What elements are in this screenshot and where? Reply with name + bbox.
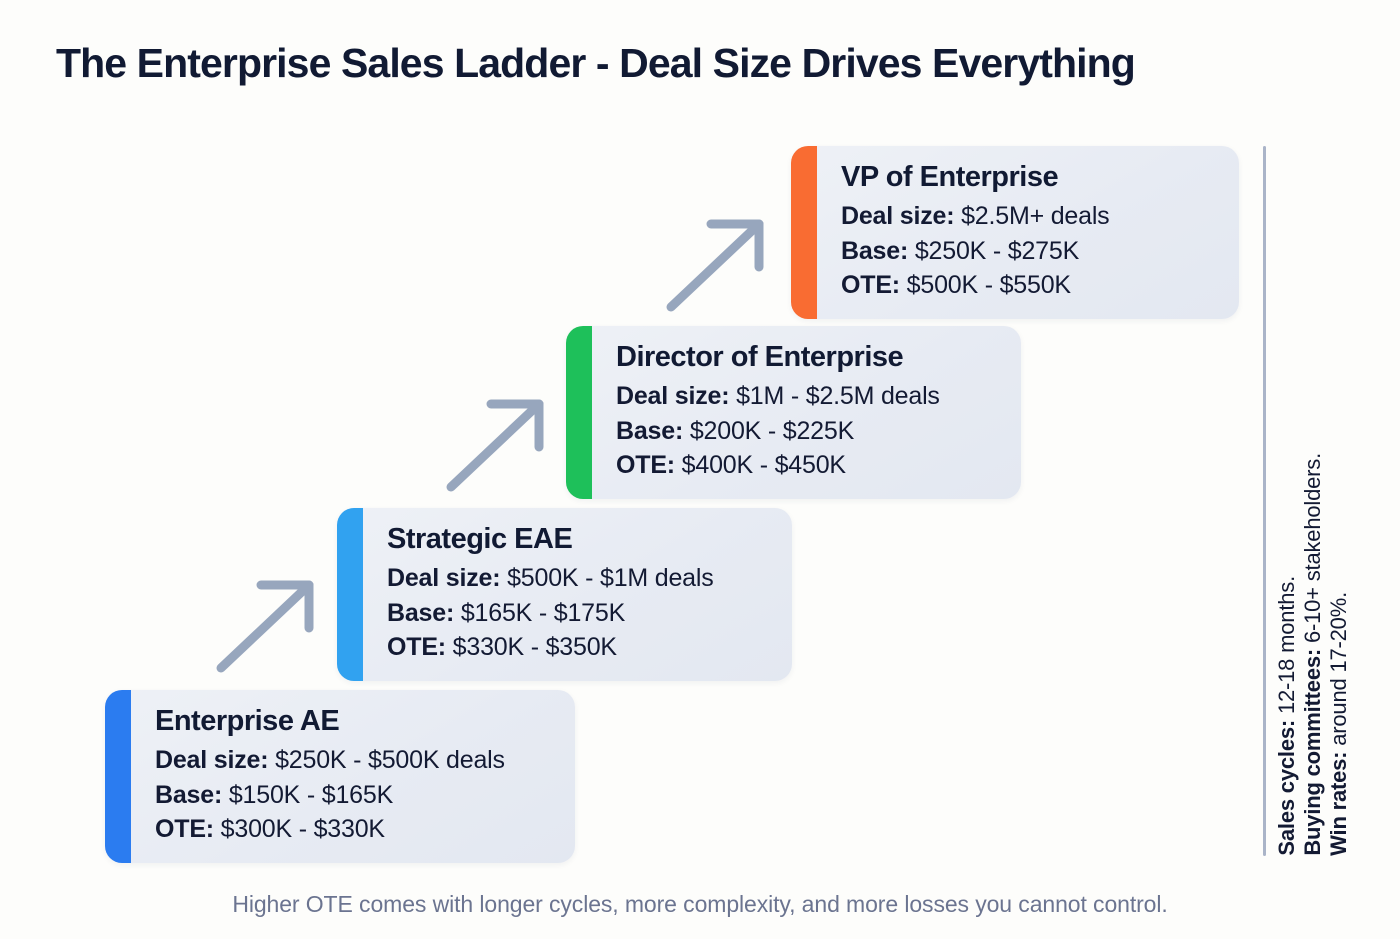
base-value: $150K - $165K [228,780,394,809]
ote-value: $400K - $450K [681,451,846,480]
ote-label: OTE: [387,633,446,662]
ote-value: $330K - $350K [452,633,617,662]
side-note-label: Buying committees: [1300,649,1325,856]
side-note-label: Sales cycles: [1274,720,1299,856]
deal-size-label: Deal size: [616,382,730,411]
arrow-eae-to-director [446,399,544,492]
base-value: $165K - $175K [460,598,626,627]
deal-size-label: Deal size: [387,564,501,593]
card-accent-bar [791,146,817,319]
side-note-label: Win rates: [1326,751,1351,856]
card-body: VP of Enterprise Deal size: $2.5M+ deals… [817,146,1239,319]
side-note-value: 12-18 months. [1274,576,1299,715]
base-label: Base: [841,236,909,265]
base-label: Base: [616,416,684,445]
ladder-card-director-of-enterprise[interactable]: Director of Enterprise Deal size: $1M - … [566,326,1021,499]
side-note-value: 6-10+ stakeholders. [1300,453,1325,644]
card-base-line: Base: $165K - $175K [387,596,770,631]
card-body: Strategic EAE Deal size: $500K - $1M dea… [363,508,792,681]
arrow-director-to-vp [666,219,764,312]
card-base-line: Base: $200K - $225K [616,414,999,449]
ote-label: OTE: [841,271,900,300]
deal-size-value: $1M - $2.5M deals [736,382,940,411]
deal-size-label: Deal size: [841,202,955,231]
base-value: $250K - $275K [914,236,1080,265]
side-note-sales-cycles: Sales cycles: 12-18 months. [1274,576,1299,856]
ladder-card-enterprise-ae[interactable]: Enterprise AE Deal size: $250K - $500K d… [105,690,575,863]
page-title: The Enterprise Sales Ladder - Deal Size … [56,40,1136,86]
card-body: Director of Enterprise Deal size: $1M - … [592,326,1021,499]
card-accent-bar [566,326,592,499]
footer-caption: Higher OTE comes with longer cycles, mor… [232,891,1168,917]
card-ote-line: OTE: $500K - $550K [841,268,1217,303]
card-ote-line: OTE: $400K - $450K [616,448,999,483]
ote-label: OTE: [155,815,214,844]
arrow-ae-to-eae [216,580,314,673]
base-label: Base: [155,780,223,809]
card-base-line: Base: $150K - $165K [155,778,553,813]
ote-value: $500K - $550K [906,271,1071,300]
card-deal-size-line: Deal size: $1M - $2.5M deals [616,379,999,414]
deal-size-value: $2.5M+ deals [961,202,1110,231]
base-label: Base: [387,598,455,627]
card-role-title: VP of Enterprise [841,161,1059,193]
card-deal-size-line: Deal size: $2.5M+ deals [841,199,1217,234]
ladder-card-vp-of-enterprise[interactable]: VP of Enterprise Deal size: $2.5M+ deals… [791,146,1239,319]
card-deal-size-line: Deal size: $500K - $1M deals [387,561,770,596]
side-note-win-rates: Win rates: around 17-20%. [1326,592,1351,856]
card-deal-size-line: Deal size: $250K - $500K deals [155,743,553,778]
card-role-title: Strategic EAE [387,523,573,555]
card-accent-bar [105,690,131,863]
side-notes-group: Sales cycles: 12-18 months. Buying commi… [1262,146,1354,856]
card-ote-line: OTE: $300K - $330K [155,812,553,847]
card-accent-bar [337,508,363,681]
deal-size-label: Deal size: [155,746,269,775]
card-base-line: Base: $250K - $275K [841,234,1217,269]
card-body: Enterprise AE Deal size: $250K - $500K d… [131,690,575,863]
card-role-title: Enterprise AE [155,705,340,737]
side-note-value: around 17-20%. [1326,592,1351,746]
ote-value: $300K - $330K [220,815,385,844]
card-role-title: Director of Enterprise [616,341,904,373]
ote-label: OTE: [616,451,675,480]
deal-size-value: $500K - $1M deals [507,564,714,593]
ladder-card-strategic-eae[interactable]: Strategic EAE Deal size: $500K - $1M dea… [337,508,792,681]
base-value: $200K - $225K [689,416,855,445]
card-ote-line: OTE: $330K - $350K [387,630,770,665]
deal-size-value: $250K - $500K deals [275,746,505,775]
side-note-buying-committees: Buying committees: 6-10+ stakeholders. [1300,453,1325,856]
vertical-divider [1263,146,1266,856]
